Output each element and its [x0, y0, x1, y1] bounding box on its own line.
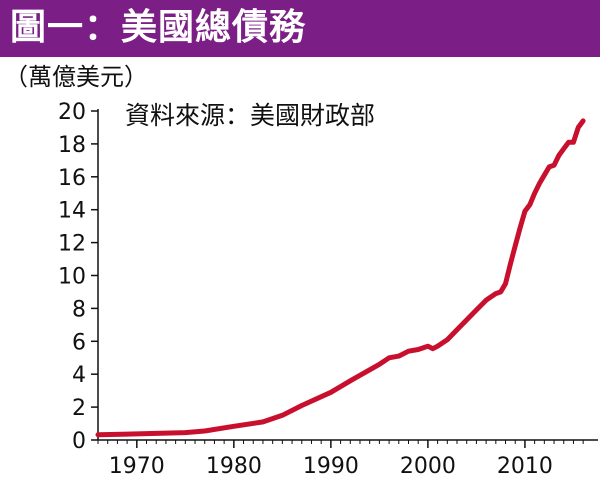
- chart-title: 圖一：美國總債務: [10, 7, 307, 48]
- debt-series-line: [95, 118, 586, 438]
- y-axis-ticks: 0 2 4 6 8 10 12 14 16 18 20: [58, 100, 98, 454]
- y-tick-label: 4: [72, 363, 86, 388]
- chart-axes: [97, 109, 598, 441]
- x-axis-ticks: 1970 1980 1990 2000 2010: [97, 440, 584, 479]
- y-tick-label: 18: [58, 133, 86, 158]
- y-tick-label: 16: [58, 166, 86, 191]
- x-tick-label: 1980: [206, 454, 262, 479]
- x-tick-label: 2000: [400, 454, 456, 479]
- y-tick-label: 8: [72, 297, 86, 322]
- y-tick-label: 20: [58, 100, 86, 125]
- y-tick-label: 10: [58, 265, 86, 290]
- x-tick-label: 2010: [497, 454, 553, 479]
- y-tick-label: 12: [58, 232, 86, 257]
- y-tick-label: 14: [58, 199, 86, 224]
- chart-series: [95, 118, 586, 438]
- y-axis-unit-label: （萬億美元）: [4, 63, 148, 91]
- x-tick-label: 1970: [109, 454, 165, 479]
- y-tick-label: 0: [72, 429, 86, 454]
- title-bar: 圖一：美國總債務: [0, 0, 600, 57]
- y-tick-label: 6: [72, 330, 86, 355]
- y-tick-label: 2: [72, 396, 86, 421]
- source-note: 資料來源：美國財政部: [125, 101, 376, 130]
- x-tick-label: 1990: [303, 454, 359, 479]
